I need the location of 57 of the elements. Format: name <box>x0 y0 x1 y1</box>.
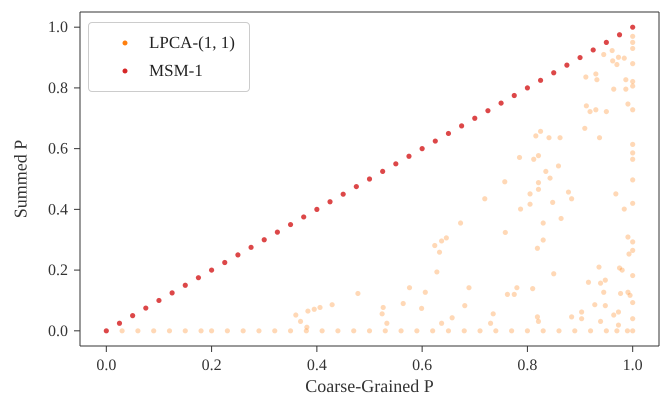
point <box>446 130 452 136</box>
y-axis-title: Summed P <box>10 140 30 218</box>
x-tick-label: 1.0 <box>622 357 643 374</box>
point <box>380 168 386 174</box>
x-tick-label: 0.8 <box>517 357 538 374</box>
x-tick-label: 0.0 <box>96 357 116 374</box>
y-tick-label: 0.0 <box>48 322 68 340</box>
point <box>235 252 241 258</box>
point <box>143 305 148 311</box>
y-tick-label: 0.6 <box>48 140 68 158</box>
point <box>208 267 214 273</box>
point <box>248 244 254 250</box>
y-tick-label: 0.4 <box>48 201 68 218</box>
point <box>498 100 504 106</box>
point <box>524 85 530 91</box>
point <box>288 222 294 228</box>
point <box>551 70 556 76</box>
legend-label: LPCA-(1, 1) <box>149 32 235 54</box>
point <box>340 192 346 197</box>
point <box>459 123 464 128</box>
point <box>366 176 372 182</box>
point <box>630 24 636 30</box>
point <box>262 237 267 242</box>
point <box>314 206 320 212</box>
point <box>104 328 109 334</box>
point <box>274 230 280 235</box>
point <box>170 290 175 296</box>
legend-label: MSM-1 <box>149 60 203 82</box>
point <box>327 199 333 204</box>
point <box>393 161 398 166</box>
point <box>130 313 136 318</box>
point <box>577 54 583 60</box>
point <box>604 40 609 45</box>
point <box>472 116 478 121</box>
x-tick-label: 0.2 <box>202 357 222 374</box>
point <box>222 260 228 266</box>
point <box>512 92 517 98</box>
y-tick-label: 0.2 <box>48 262 68 280</box>
point <box>538 78 544 83</box>
x-axis-title: Coarse-Grained P <box>305 376 434 396</box>
point <box>116 320 122 326</box>
x-tick-label: 0.4 <box>306 357 327 374</box>
point <box>182 282 188 288</box>
point <box>354 184 359 190</box>
y-tick-label: 1.0 <box>48 19 68 36</box>
point <box>406 154 412 159</box>
point <box>420 146 425 152</box>
point <box>432 138 438 144</box>
point <box>156 298 162 304</box>
point <box>590 47 596 53</box>
point <box>616 32 622 38</box>
point <box>196 275 202 280</box>
x-tick-label: 0.6 <box>412 357 432 374</box>
point <box>485 108 491 114</box>
point <box>301 214 306 220</box>
point <box>564 62 570 68</box>
y-tick-label: 0.8 <box>48 80 68 97</box>
